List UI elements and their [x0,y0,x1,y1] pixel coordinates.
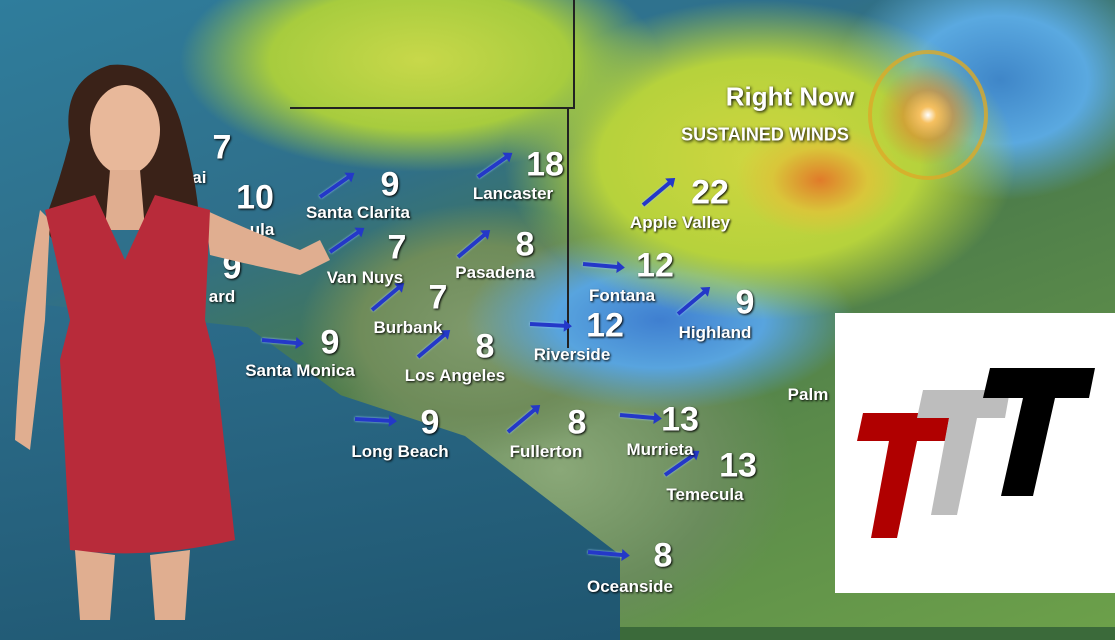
station-name: Riverside [533,345,611,364]
station-name: Van Nuys [326,268,404,287]
station-name: Highland [678,323,752,342]
station-name: Murrieta [626,440,694,459]
wind-speed: 8 [515,225,535,264]
wind-speed: 7 [428,278,448,317]
station-name: Temecula [666,485,744,504]
sun-glare-graphic [868,50,988,180]
station-name: Burbank [373,318,443,337]
wind-speed: 12 [636,246,674,285]
wind-speed: 8 [653,536,673,575]
county-border [567,108,569,348]
wind-speed: 9 [320,323,340,362]
wind-speed: 7 [387,228,407,267]
station-name: ard [208,287,236,306]
wind-speed: 8 [567,403,587,442]
wind-speed: 12 [586,306,624,345]
weather-presenter [15,64,330,620]
station-name: Apple Valley [629,213,731,232]
station-name: Santa Clarita [306,203,410,222]
station-name: Fontana [588,286,656,305]
title: Right Now [725,81,855,112]
station-name: Lancaster [472,184,554,203]
county-border [290,107,575,109]
wind-speed: 9 [735,283,755,322]
subtitle: SUSTAINED WINDS [681,124,849,145]
wind-speed: 7 [212,128,232,167]
station-name: Santa Monica [245,361,355,380]
wind-speed: 13 [661,400,699,439]
wind-speed: 13 [719,446,757,485]
station-name: Pasadena [455,263,535,282]
county-border [573,0,575,108]
wind-speed: 22 [691,173,729,212]
wind-speed: 8 [475,327,495,366]
wind-speed: 10 [236,178,274,217]
station-name: Oceanside [587,577,673,596]
station-name: Fullerton [509,442,583,461]
ttt-logo-icon [857,368,1095,538]
channel-logo [835,313,1115,593]
wind-speed: 9 [420,403,440,442]
station-name: Palm [787,385,829,404]
station-name: Long Beach [351,442,449,461]
wind-speed: 9 [380,165,400,204]
station-name: Los Angeles [404,366,506,385]
wind-speed: 18 [526,145,564,184]
